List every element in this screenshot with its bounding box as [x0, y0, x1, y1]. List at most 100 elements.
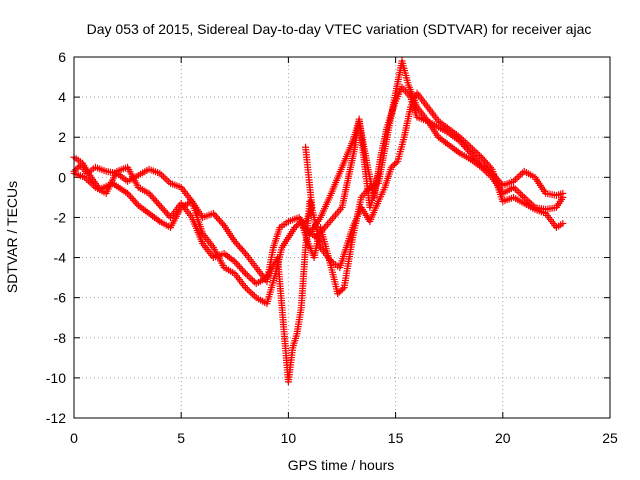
data-point	[513, 174, 521, 182]
data-point	[334, 290, 342, 298]
x-tick-label: 0	[70, 430, 78, 446]
data-point	[147, 191, 155, 199]
data-point	[153, 198, 161, 206]
x-tick-label: 20	[495, 430, 511, 446]
data-point	[240, 268, 248, 276]
data-point	[163, 210, 171, 218]
data-point	[291, 223, 299, 231]
x-tick-label: 10	[281, 430, 297, 446]
data-point	[467, 149, 475, 157]
data-point	[389, 162, 397, 170]
data-point	[237, 264, 245, 272]
data-point	[515, 188, 523, 196]
data-point	[292, 222, 300, 230]
data-point	[130, 196, 138, 204]
y-tick-label: -4	[54, 250, 67, 266]
data-point	[483, 160, 491, 168]
series-points	[70, 57, 567, 308]
y-tick-label: -10	[46, 370, 66, 386]
data-point	[482, 158, 490, 166]
axis-ticks	[73, 56, 611, 419]
data-point	[511, 185, 519, 193]
data-point	[231, 258, 239, 266]
x-axis-label: GPS time / hours	[288, 457, 395, 473]
y-tick-label: 6	[58, 49, 66, 65]
data-point	[477, 153, 485, 161]
data-point	[247, 275, 255, 283]
y-tick-label: 0	[58, 169, 66, 185]
x-tick-labels: 0 5 10 15 20 25	[70, 430, 618, 446]
data-point	[215, 216, 223, 224]
data-point	[243, 285, 251, 293]
series-points	[299, 115, 382, 241]
data-point	[209, 209, 217, 217]
data-point	[240, 248, 248, 256]
data-point	[339, 285, 347, 293]
data-point	[162, 208, 170, 216]
y-tick-label: -8	[54, 330, 67, 346]
data-point	[247, 289, 255, 297]
data-point	[214, 215, 222, 223]
data-point	[242, 270, 250, 278]
data-point	[148, 193, 156, 201]
x-tick-label: 15	[388, 430, 404, 446]
data-point	[374, 169, 382, 177]
data-point	[515, 172, 523, 180]
data-points	[70, 57, 567, 386]
y-tick-label: -6	[54, 290, 67, 306]
data-point	[211, 211, 219, 219]
data-point	[294, 220, 302, 228]
data-point	[128, 195, 136, 203]
y-tick-label: 4	[58, 89, 66, 105]
data-point	[238, 246, 246, 254]
data-point	[391, 160, 399, 168]
data-point	[479, 155, 487, 163]
data-point	[124, 189, 132, 197]
data-point	[212, 213, 220, 221]
x-tick-label: 5	[177, 430, 185, 446]
data-point	[485, 162, 493, 170]
data-point	[133, 200, 141, 208]
y-tick-label: -2	[54, 209, 67, 225]
data-point	[559, 219, 567, 227]
data-point	[151, 196, 159, 204]
data-point	[125, 191, 133, 199]
data-point	[163, 176, 171, 184]
data-point	[161, 174, 169, 182]
data-point	[237, 244, 245, 252]
x-tick-label: 25	[602, 430, 618, 446]
data-point	[217, 218, 225, 226]
data-point	[559, 193, 567, 201]
data-point	[235, 263, 243, 271]
data-point	[234, 261, 242, 269]
y-axis-label: SDTVAR / TECUs	[4, 181, 20, 293]
grid-lines	[74, 57, 610, 418]
data-point	[231, 238, 239, 246]
y-tick-label: 2	[58, 129, 66, 145]
data-point	[335, 288, 343, 296]
chart-title: Day 053 of 2015, Sidereal Day-to-day VTE…	[87, 21, 592, 37]
data-point	[234, 241, 242, 249]
data-point	[243, 271, 251, 279]
data-point	[219, 220, 227, 228]
data-point	[154, 200, 162, 208]
y-tick-labels: -12 -10 -8 -6 -4 -2 0 2 4 6	[46, 49, 66, 426]
data-point	[73, 164, 81, 172]
data-point	[232, 239, 240, 247]
y-tick-label: -12	[46, 410, 66, 426]
data-point	[487, 164, 495, 172]
data-point	[159, 173, 167, 181]
data-point	[392, 159, 400, 167]
data-point	[145, 189, 153, 197]
series-points	[70, 83, 567, 286]
data-point	[232, 259, 240, 267]
data-point	[150, 195, 158, 203]
data-point	[387, 163, 395, 171]
data-point	[480, 157, 488, 165]
data-point	[131, 198, 139, 206]
series-points	[70, 89, 567, 386]
data-point	[337, 287, 345, 295]
data-point	[159, 205, 167, 213]
data-point	[249, 290, 257, 298]
